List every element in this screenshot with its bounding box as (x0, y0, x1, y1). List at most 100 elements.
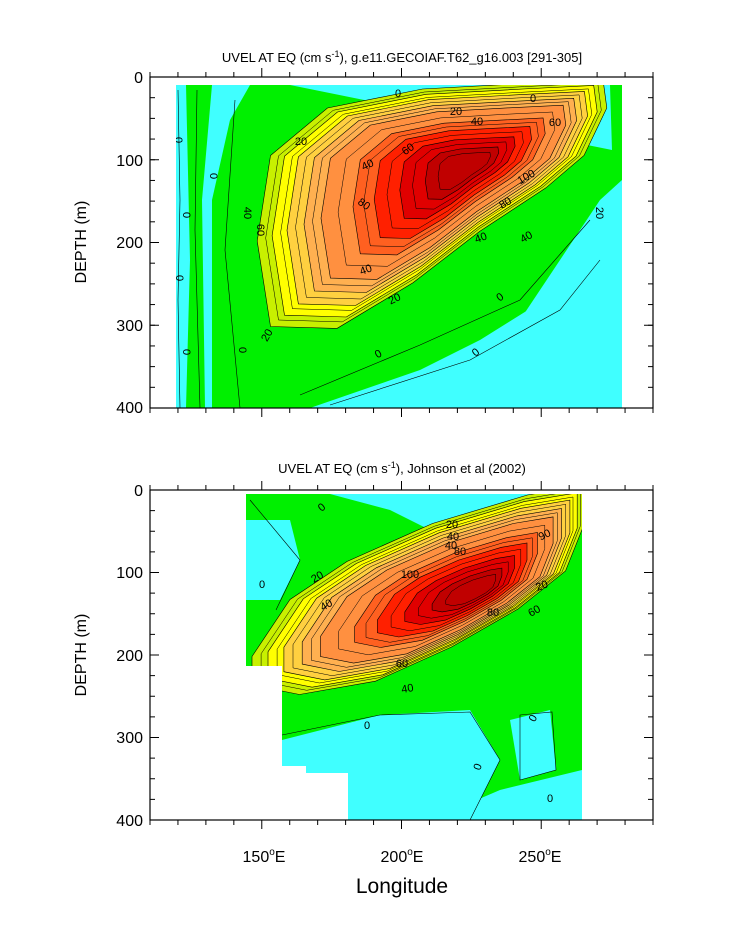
contour-label: 20 (450, 106, 462, 118)
contour-label: 20 (593, 207, 605, 219)
x-axis-label: Longitude (356, 875, 448, 898)
axis-ticks-observations (149, 481, 654, 829)
contour-line (418, 561, 509, 619)
ytick-label: 0 (134, 483, 143, 500)
contour-line (281, 711, 501, 820)
panel-observations-title: UVEL AT EQ (cm s-1), Johnson et al (2002… (278, 460, 526, 476)
contour-label: 0 (530, 93, 536, 105)
contour-label: 0 (547, 793, 553, 805)
contour-label: 40 (241, 207, 253, 219)
contour-line (276, 496, 574, 684)
contour-line (386, 131, 524, 229)
contour-label: 60 (549, 117, 561, 129)
field-region (246, 520, 300, 600)
ytick-label: 300 (116, 730, 143, 747)
contour-label: 40 (318, 597, 335, 614)
contour-label: 80 (487, 607, 499, 619)
contour-label: 40 (445, 540, 457, 552)
contour-label: 80 (355, 196, 372, 213)
contour-label: 0 (180, 212, 192, 218)
axis-ticks-model (149, 68, 654, 417)
contour-label: 20 (309, 569, 326, 586)
contour-line (299, 219, 591, 396)
contour-label: 20 (295, 136, 307, 148)
contour-label: 80 (497, 195, 514, 212)
contour-label: 0 (180, 349, 192, 355)
ytick-label: 400 (116, 813, 143, 830)
ytick-label: 200 (116, 648, 143, 665)
contour-label: 0 (207, 173, 219, 179)
contour-line (412, 141, 508, 210)
ytick-label: 400 (116, 400, 143, 417)
field-region (310, 240, 600, 408)
contour-line (265, 82, 602, 323)
contour-label: 90 (537, 527, 553, 543)
contour-label: 40 (447, 531, 459, 543)
contour-label: 40 (360, 157, 376, 173)
contour-line (177, 89, 181, 408)
contour-line (390, 548, 522, 632)
contour-label: 0 (471, 762, 484, 772)
ytick-label: 200 (116, 235, 143, 252)
contour-label: 0 (373, 348, 384, 361)
no-data-mask (150, 77, 653, 85)
no-data-mask (150, 490, 348, 820)
contour-line (292, 504, 566, 676)
contour-label: 0 (259, 579, 265, 591)
contour-label: 40 (471, 116, 483, 128)
contour-line (295, 94, 583, 300)
contour-label: 40 (400, 682, 414, 696)
contour-line (260, 490, 581, 691)
contour-line (249, 499, 301, 611)
contour-line (445, 574, 496, 606)
contour-label: 20 (259, 327, 276, 344)
contour-label: 60 (400, 141, 417, 158)
contour-band (431, 567, 503, 613)
ytick-label: 100 (116, 565, 143, 582)
contour-label: 40 (518, 229, 535, 246)
contour-line (338, 524, 546, 656)
xtick-label: 200oE (381, 847, 424, 866)
panel-model-title: UVEL AT EQ (cm s-1), g.e11.GECOIAF.T62_g… (222, 49, 582, 65)
contour-line (329, 259, 601, 406)
contour-label: 20 (387, 291, 403, 307)
contour-line (194, 89, 201, 408)
field-region (186, 85, 212, 408)
contour-label: 20 (446, 519, 458, 531)
contour-line (437, 151, 491, 190)
field-region (430, 770, 582, 820)
ytick-label: 300 (116, 318, 143, 335)
contour-label: 0 (172, 137, 184, 143)
contour-line (224, 99, 241, 408)
contour-line (311, 512, 558, 668)
ytick-label: 100 (116, 153, 143, 170)
field-region (282, 710, 500, 820)
contour-label: 0 (364, 720, 370, 732)
contour-label: 20 (534, 578, 550, 593)
contour-label: 60 (254, 224, 266, 236)
contour-label: 0 (527, 713, 540, 724)
ytick-label: 0 (134, 70, 143, 87)
contour-line (337, 111, 556, 267)
contour-line (519, 711, 557, 781)
contour-label: 40 (358, 262, 374, 277)
contour-label: 40 (473, 230, 489, 245)
y-axis-label: DEPTH (m) (73, 614, 90, 697)
field-region (510, 710, 556, 780)
no-data-mask (582, 490, 653, 820)
contour-label: 0 (494, 291, 506, 304)
contour-line (280, 88, 593, 311)
contour-line (312, 101, 572, 287)
panel-observations: UVEL AT EQ (cm s-1), Johnson et al (2002… (73, 460, 654, 898)
contour-label: 60 (396, 658, 408, 670)
xtick-label: 150oE (243, 847, 286, 866)
contour-label: 80 (454, 546, 466, 558)
panel-model: UVEL AT EQ (cm s-1), g.e11.GECOIAF.T62_g… (73, 49, 654, 417)
contour-label: 60 (526, 603, 543, 620)
contour-label: 100 (401, 569, 419, 581)
xtick-label: 250oE (519, 847, 562, 866)
contour-label: 0 (395, 88, 401, 100)
